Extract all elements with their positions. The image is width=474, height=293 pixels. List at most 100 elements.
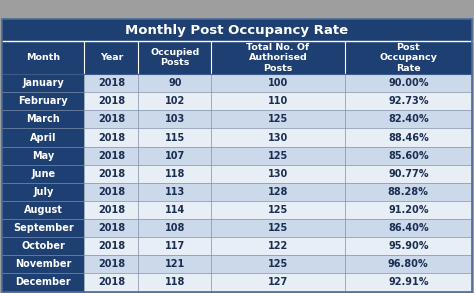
- FancyBboxPatch shape: [211, 255, 345, 273]
- FancyBboxPatch shape: [138, 92, 211, 110]
- Text: Occupied
Posts: Occupied Posts: [150, 48, 200, 67]
- FancyBboxPatch shape: [2, 183, 84, 201]
- Text: 95.90%: 95.90%: [388, 241, 428, 251]
- FancyBboxPatch shape: [138, 74, 211, 92]
- FancyBboxPatch shape: [211, 219, 345, 237]
- FancyBboxPatch shape: [211, 110, 345, 128]
- Text: 110: 110: [268, 96, 288, 106]
- FancyBboxPatch shape: [84, 219, 138, 237]
- Text: Year: Year: [100, 53, 123, 62]
- FancyBboxPatch shape: [2, 92, 84, 110]
- FancyBboxPatch shape: [211, 201, 345, 219]
- FancyBboxPatch shape: [345, 183, 472, 201]
- Text: 118: 118: [164, 277, 185, 287]
- Text: November: November: [15, 259, 72, 269]
- FancyBboxPatch shape: [84, 165, 138, 183]
- FancyBboxPatch shape: [345, 237, 472, 255]
- FancyBboxPatch shape: [345, 128, 472, 146]
- FancyBboxPatch shape: [84, 237, 138, 255]
- Text: 128: 128: [268, 187, 288, 197]
- Text: 103: 103: [164, 114, 185, 125]
- FancyBboxPatch shape: [2, 19, 472, 41]
- Text: 118: 118: [164, 169, 185, 179]
- FancyBboxPatch shape: [2, 237, 84, 255]
- Text: 125: 125: [268, 223, 288, 233]
- FancyBboxPatch shape: [345, 74, 472, 92]
- FancyBboxPatch shape: [345, 92, 472, 110]
- FancyBboxPatch shape: [84, 41, 138, 74]
- FancyBboxPatch shape: [345, 41, 472, 74]
- Text: 2018: 2018: [98, 223, 125, 233]
- FancyBboxPatch shape: [2, 255, 84, 273]
- FancyBboxPatch shape: [84, 183, 138, 201]
- Text: 90.77%: 90.77%: [388, 169, 428, 179]
- FancyBboxPatch shape: [211, 41, 345, 74]
- Text: 91.20%: 91.20%: [388, 205, 428, 215]
- Text: 2018: 2018: [98, 78, 125, 88]
- Text: July: July: [33, 187, 54, 197]
- Text: Total No. Of
Authorised
Posts: Total No. Of Authorised Posts: [246, 43, 310, 73]
- FancyBboxPatch shape: [345, 273, 472, 292]
- FancyBboxPatch shape: [211, 146, 345, 165]
- Text: April: April: [30, 132, 57, 142]
- Text: 125: 125: [268, 205, 288, 215]
- FancyBboxPatch shape: [2, 74, 84, 92]
- Text: 82.40%: 82.40%: [388, 114, 428, 125]
- Text: 2018: 2018: [98, 132, 125, 142]
- FancyBboxPatch shape: [211, 237, 345, 255]
- FancyBboxPatch shape: [2, 146, 84, 165]
- Text: 130: 130: [268, 169, 288, 179]
- Text: 130: 130: [268, 132, 288, 142]
- Text: 90: 90: [168, 78, 182, 88]
- Text: Monthly Post Occupancy Rate: Monthly Post Occupancy Rate: [126, 24, 348, 37]
- FancyBboxPatch shape: [84, 255, 138, 273]
- Text: August: August: [24, 205, 63, 215]
- Text: 2018: 2018: [98, 96, 125, 106]
- FancyBboxPatch shape: [2, 219, 84, 237]
- FancyBboxPatch shape: [84, 74, 138, 92]
- Text: 85.60%: 85.60%: [388, 151, 428, 161]
- Text: 102: 102: [164, 96, 185, 106]
- Text: 92.73%: 92.73%: [388, 96, 428, 106]
- Text: 2018: 2018: [98, 259, 125, 269]
- FancyBboxPatch shape: [211, 273, 345, 292]
- FancyBboxPatch shape: [2, 273, 84, 292]
- Text: Post
Occupancy
Rate: Post Occupancy Rate: [379, 43, 437, 73]
- FancyBboxPatch shape: [345, 219, 472, 237]
- Text: 125: 125: [268, 259, 288, 269]
- FancyBboxPatch shape: [2, 165, 84, 183]
- FancyBboxPatch shape: [211, 92, 345, 110]
- Text: December: December: [16, 277, 71, 287]
- FancyBboxPatch shape: [2, 201, 84, 219]
- FancyBboxPatch shape: [345, 201, 472, 219]
- Text: October: October: [21, 241, 65, 251]
- Text: 114: 114: [164, 205, 185, 215]
- FancyBboxPatch shape: [84, 92, 138, 110]
- FancyBboxPatch shape: [345, 110, 472, 128]
- FancyBboxPatch shape: [138, 110, 211, 128]
- FancyBboxPatch shape: [345, 255, 472, 273]
- Text: 90.00%: 90.00%: [388, 78, 428, 88]
- FancyBboxPatch shape: [138, 128, 211, 146]
- Text: 117: 117: [164, 241, 185, 251]
- FancyBboxPatch shape: [84, 273, 138, 292]
- FancyBboxPatch shape: [2, 110, 84, 128]
- Text: 113: 113: [164, 187, 185, 197]
- FancyBboxPatch shape: [84, 201, 138, 219]
- Text: September: September: [13, 223, 74, 233]
- FancyBboxPatch shape: [138, 201, 211, 219]
- FancyBboxPatch shape: [84, 128, 138, 146]
- Text: 88.46%: 88.46%: [388, 132, 428, 142]
- FancyBboxPatch shape: [84, 110, 138, 128]
- FancyBboxPatch shape: [211, 183, 345, 201]
- Text: 127: 127: [268, 277, 288, 287]
- FancyBboxPatch shape: [2, 128, 84, 146]
- Text: 121: 121: [164, 259, 185, 269]
- Text: 107: 107: [164, 151, 185, 161]
- Text: 125: 125: [268, 151, 288, 161]
- FancyBboxPatch shape: [345, 165, 472, 183]
- Text: 122: 122: [268, 241, 288, 251]
- FancyBboxPatch shape: [211, 128, 345, 146]
- Text: May: May: [32, 151, 55, 161]
- FancyBboxPatch shape: [211, 165, 345, 183]
